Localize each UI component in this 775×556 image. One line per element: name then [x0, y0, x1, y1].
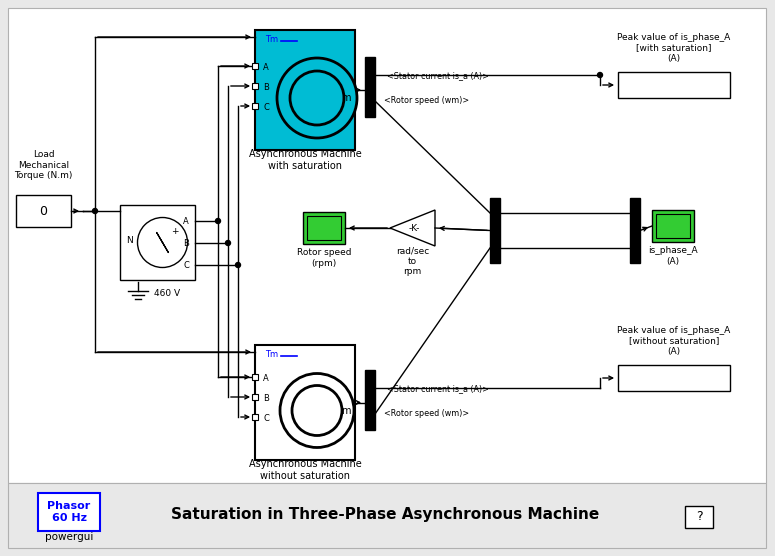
Bar: [303, 212, 345, 244]
Bar: [16, 195, 71, 227]
Text: ?: ?: [696, 510, 702, 524]
Text: -K-: -K-: [409, 224, 420, 232]
Text: C: C: [183, 261, 189, 270]
Bar: [365, 57, 375, 117]
Text: B: B: [263, 82, 269, 92]
Bar: [120, 205, 195, 280]
Bar: [630, 198, 640, 263]
Bar: [252, 83, 258, 89]
Text: A: A: [264, 62, 269, 72]
Text: +: +: [170, 227, 178, 236]
Circle shape: [226, 241, 230, 246]
Bar: [618, 365, 730, 391]
Text: is_phase_A
(A): is_phase_A (A): [648, 246, 698, 266]
Bar: [252, 414, 258, 420]
Circle shape: [236, 262, 240, 267]
Text: C: C: [263, 102, 269, 112]
Bar: [656, 214, 690, 238]
Text: 0: 0: [40, 205, 47, 217]
Text: C: C: [263, 414, 269, 423]
Bar: [490, 198, 500, 263]
Bar: [255, 30, 355, 150]
Circle shape: [290, 71, 344, 125]
Bar: [365, 370, 375, 430]
Text: Rotor speed
(rpm): Rotor speed (rpm): [297, 249, 351, 267]
Bar: [8, 8, 766, 483]
Bar: [38, 493, 100, 531]
Text: Tm: Tm: [266, 34, 278, 43]
Text: rad/sec
to
rpm: rad/sec to rpm: [396, 246, 429, 276]
Bar: [8, 483, 766, 548]
Circle shape: [280, 374, 354, 448]
Bar: [652, 210, 694, 242]
Circle shape: [598, 72, 602, 77]
Text: A: A: [264, 374, 269, 383]
Text: <Rotor speed (wm)>: <Rotor speed (wm)>: [384, 96, 470, 105]
Bar: [307, 216, 341, 240]
Bar: [252, 63, 258, 69]
Bar: [252, 103, 258, 109]
Circle shape: [215, 219, 221, 224]
Text: 460 V: 460 V: [154, 289, 181, 297]
Bar: [252, 394, 258, 400]
Text: B: B: [183, 239, 189, 247]
Text: Tm: Tm: [266, 350, 278, 359]
Text: Phasor
60 Hz: Phasor 60 Hz: [47, 501, 91, 523]
Circle shape: [292, 385, 342, 435]
Text: A: A: [183, 216, 189, 226]
Bar: [252, 374, 258, 380]
Circle shape: [277, 58, 357, 138]
Text: Load
Mechanical
Torque (N.m): Load Mechanical Torque (N.m): [14, 150, 73, 180]
Polygon shape: [390, 210, 435, 246]
Text: Asynchronous Machine
without saturation: Asynchronous Machine without saturation: [249, 459, 361, 481]
Text: <Stator current is_a (A)>: <Stator current is_a (A)>: [387, 72, 489, 81]
Text: <Stator current is_a (A)>: <Stator current is_a (A)>: [387, 385, 489, 394]
Text: Peak value of is_phase_A
[without saturation]
(A): Peak value of is_phase_A [without satura…: [618, 326, 731, 356]
Bar: [618, 72, 730, 98]
Text: <Rotor speed (wm)>: <Rotor speed (wm)>: [384, 409, 470, 418]
Text: m: m: [341, 93, 351, 103]
Bar: [685, 506, 713, 528]
Bar: [255, 345, 355, 460]
Text: Asynchronous Machine
with saturation: Asynchronous Machine with saturation: [249, 149, 361, 171]
Circle shape: [92, 208, 98, 214]
Text: B: B: [263, 394, 269, 403]
Text: Peak value of is_phase_A
[with saturation]
(A): Peak value of is_phase_A [with saturatio…: [618, 33, 731, 63]
Text: powergui: powergui: [45, 532, 93, 542]
Text: Saturation in Three-Phase Asynchronous Machine: Saturation in Three-Phase Asynchronous M…: [170, 508, 599, 523]
Text: m: m: [341, 405, 351, 415]
Text: N: N: [126, 236, 133, 245]
